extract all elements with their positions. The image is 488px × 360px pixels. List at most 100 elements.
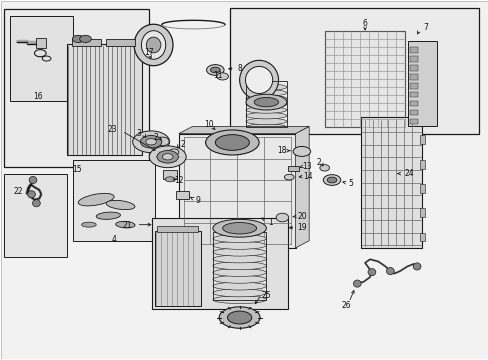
Text: 2: 2 <box>153 132 158 141</box>
Ellipse shape <box>245 107 286 113</box>
Ellipse shape <box>212 219 266 237</box>
Ellipse shape <box>227 311 251 324</box>
Bar <box>73 160 155 241</box>
Ellipse shape <box>215 135 249 150</box>
Ellipse shape <box>245 95 286 102</box>
Ellipse shape <box>276 213 288 222</box>
Bar <box>409 74 417 80</box>
Bar <box>106 39 135 46</box>
Polygon shape <box>295 126 308 248</box>
Text: 3: 3 <box>136 129 141 138</box>
Text: 8: 8 <box>237 64 242 73</box>
Bar <box>176 191 188 199</box>
Bar <box>324 31 404 127</box>
Text: 1: 1 <box>267 219 272 228</box>
Text: 9: 9 <box>196 196 201 205</box>
Ellipse shape <box>29 176 37 184</box>
Bar <box>409 47 417 53</box>
Bar <box>409 56 417 62</box>
Text: 24: 24 <box>403 169 413 178</box>
Text: 7: 7 <box>422 23 427 32</box>
Ellipse shape <box>212 289 266 297</box>
Ellipse shape <box>245 84 286 90</box>
Ellipse shape <box>245 66 272 94</box>
Ellipse shape <box>80 35 91 42</box>
Text: 2: 2 <box>180 140 185 149</box>
Text: 14: 14 <box>302 172 312 181</box>
Ellipse shape <box>284 174 293 180</box>
Text: 16: 16 <box>33 92 42 101</box>
Ellipse shape <box>162 154 173 160</box>
Ellipse shape <box>319 165 329 171</box>
Text: 12: 12 <box>174 176 183 185</box>
Bar <box>407 41 436 126</box>
Bar <box>409 101 417 107</box>
Bar <box>4 174 66 257</box>
Ellipse shape <box>210 67 220 73</box>
Text: 5: 5 <box>347 179 352 188</box>
Ellipse shape <box>219 307 260 328</box>
Text: 4: 4 <box>112 235 117 244</box>
Bar <box>419 135 425 144</box>
Ellipse shape <box>292 147 310 157</box>
Ellipse shape <box>116 221 135 228</box>
Ellipse shape <box>141 31 165 59</box>
Ellipse shape <box>212 296 266 303</box>
Bar <box>229 8 478 134</box>
Ellipse shape <box>28 191 35 198</box>
Ellipse shape <box>245 112 286 119</box>
Text: 20: 20 <box>296 212 306 221</box>
Ellipse shape <box>222 222 256 234</box>
Ellipse shape <box>245 94 286 110</box>
Ellipse shape <box>212 275 266 283</box>
Bar <box>157 226 198 232</box>
Ellipse shape <box>386 267 393 275</box>
Ellipse shape <box>245 124 286 130</box>
Bar <box>409 92 417 98</box>
Ellipse shape <box>206 64 224 75</box>
Text: 18: 18 <box>277 146 286 155</box>
Ellipse shape <box>212 248 266 256</box>
Ellipse shape <box>145 139 156 145</box>
Bar <box>409 83 417 89</box>
Bar <box>4 9 149 167</box>
Text: 10: 10 <box>203 120 213 129</box>
Bar <box>10 16 73 102</box>
Text: 17: 17 <box>143 48 153 57</box>
Ellipse shape <box>106 201 135 210</box>
Ellipse shape <box>146 37 161 53</box>
Ellipse shape <box>72 35 84 42</box>
Bar <box>67 44 142 155</box>
Ellipse shape <box>149 146 186 168</box>
Text: 22: 22 <box>14 187 23 196</box>
Ellipse shape <box>212 282 266 290</box>
Bar <box>152 217 287 309</box>
Ellipse shape <box>412 263 420 270</box>
Bar <box>419 208 425 217</box>
Bar <box>409 65 417 71</box>
Ellipse shape <box>212 242 266 249</box>
Text: 26: 26 <box>341 301 351 310</box>
Ellipse shape <box>254 98 278 107</box>
Ellipse shape <box>212 269 266 276</box>
Text: 25: 25 <box>261 291 271 300</box>
Ellipse shape <box>212 255 266 263</box>
Bar <box>154 231 201 306</box>
Bar <box>245 81 286 127</box>
Ellipse shape <box>156 137 169 146</box>
Bar <box>419 233 425 242</box>
Ellipse shape <box>32 200 40 207</box>
Ellipse shape <box>205 130 259 155</box>
Ellipse shape <box>245 101 286 108</box>
Text: 13: 13 <box>301 162 311 171</box>
Bar <box>409 118 417 124</box>
Bar <box>212 232 266 300</box>
Ellipse shape <box>323 175 340 185</box>
Ellipse shape <box>326 177 336 183</box>
Bar <box>163 170 177 179</box>
Text: 23: 23 <box>107 126 117 135</box>
Bar <box>179 134 295 248</box>
Ellipse shape <box>353 280 361 287</box>
Polygon shape <box>179 126 308 134</box>
Text: 6: 6 <box>362 19 367 28</box>
